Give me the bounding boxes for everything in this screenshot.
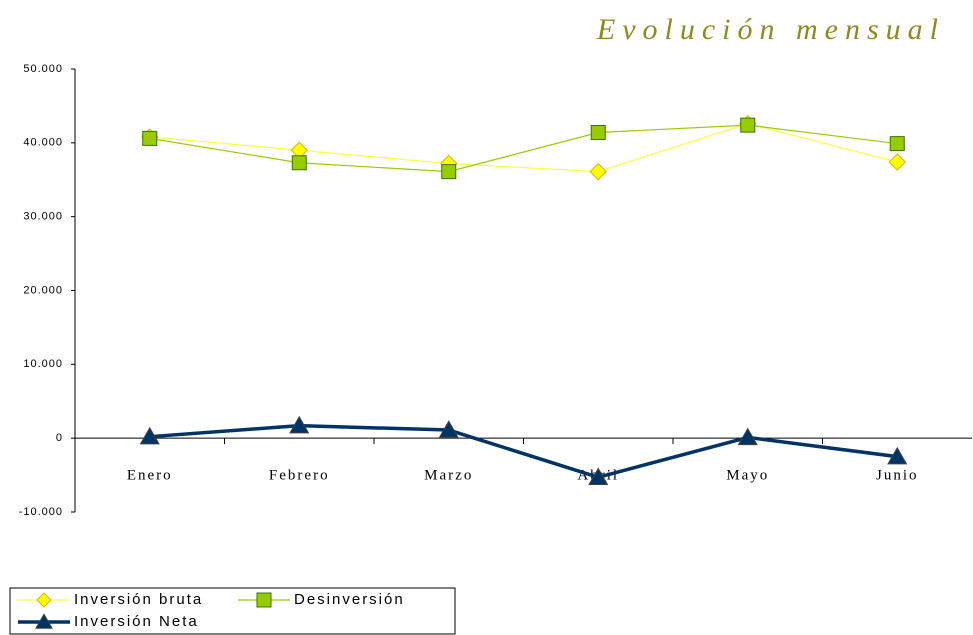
y-tick-label: -10.000 — [19, 506, 63, 518]
marker — [438, 420, 459, 438]
x-tick-label: Marzo — [424, 468, 473, 484]
x-tick-label: Mayo — [726, 468, 769, 484]
y-tick-label: 0 — [56, 432, 63, 444]
marker — [139, 426, 160, 445]
marker — [888, 153, 906, 171]
x-tick-label: Febrero — [269, 468, 330, 484]
y-tick-label: 20.000 — [23, 284, 63, 296]
y-tick-label: 50.000 — [23, 63, 63, 75]
marker — [142, 130, 158, 146]
marker — [740, 117, 756, 133]
legend-label: Desinversión — [294, 591, 405, 608]
marker — [589, 162, 607, 181]
marker — [289, 415, 310, 434]
series-line — [149, 423, 898, 480]
marker — [441, 164, 457, 180]
marker — [36, 592, 52, 608]
marker — [737, 427, 758, 446]
chart-title: Evolución mensual — [596, 13, 945, 46]
marker — [35, 613, 53, 629]
marker — [588, 467, 609, 485]
y-tick-label: 30.000 — [23, 211, 63, 223]
legend-label: Inversión bruta — [74, 591, 203, 608]
marker — [590, 124, 606, 140]
series-line — [149, 123, 898, 173]
y-tick-label: 10.000 — [23, 358, 63, 370]
marker — [887, 446, 908, 465]
y-tick-label: 40.000 — [23, 137, 63, 149]
legend-label: Inversión Neta — [74, 613, 199, 630]
legend-box — [9, 587, 456, 635]
x-tick-label: Enero — [127, 468, 173, 484]
marker — [291, 155, 307, 171]
marker — [889, 136, 905, 152]
marker — [256, 592, 272, 608]
series-line — [149, 124, 898, 173]
x-tick-label: Junio — [876, 468, 919, 484]
